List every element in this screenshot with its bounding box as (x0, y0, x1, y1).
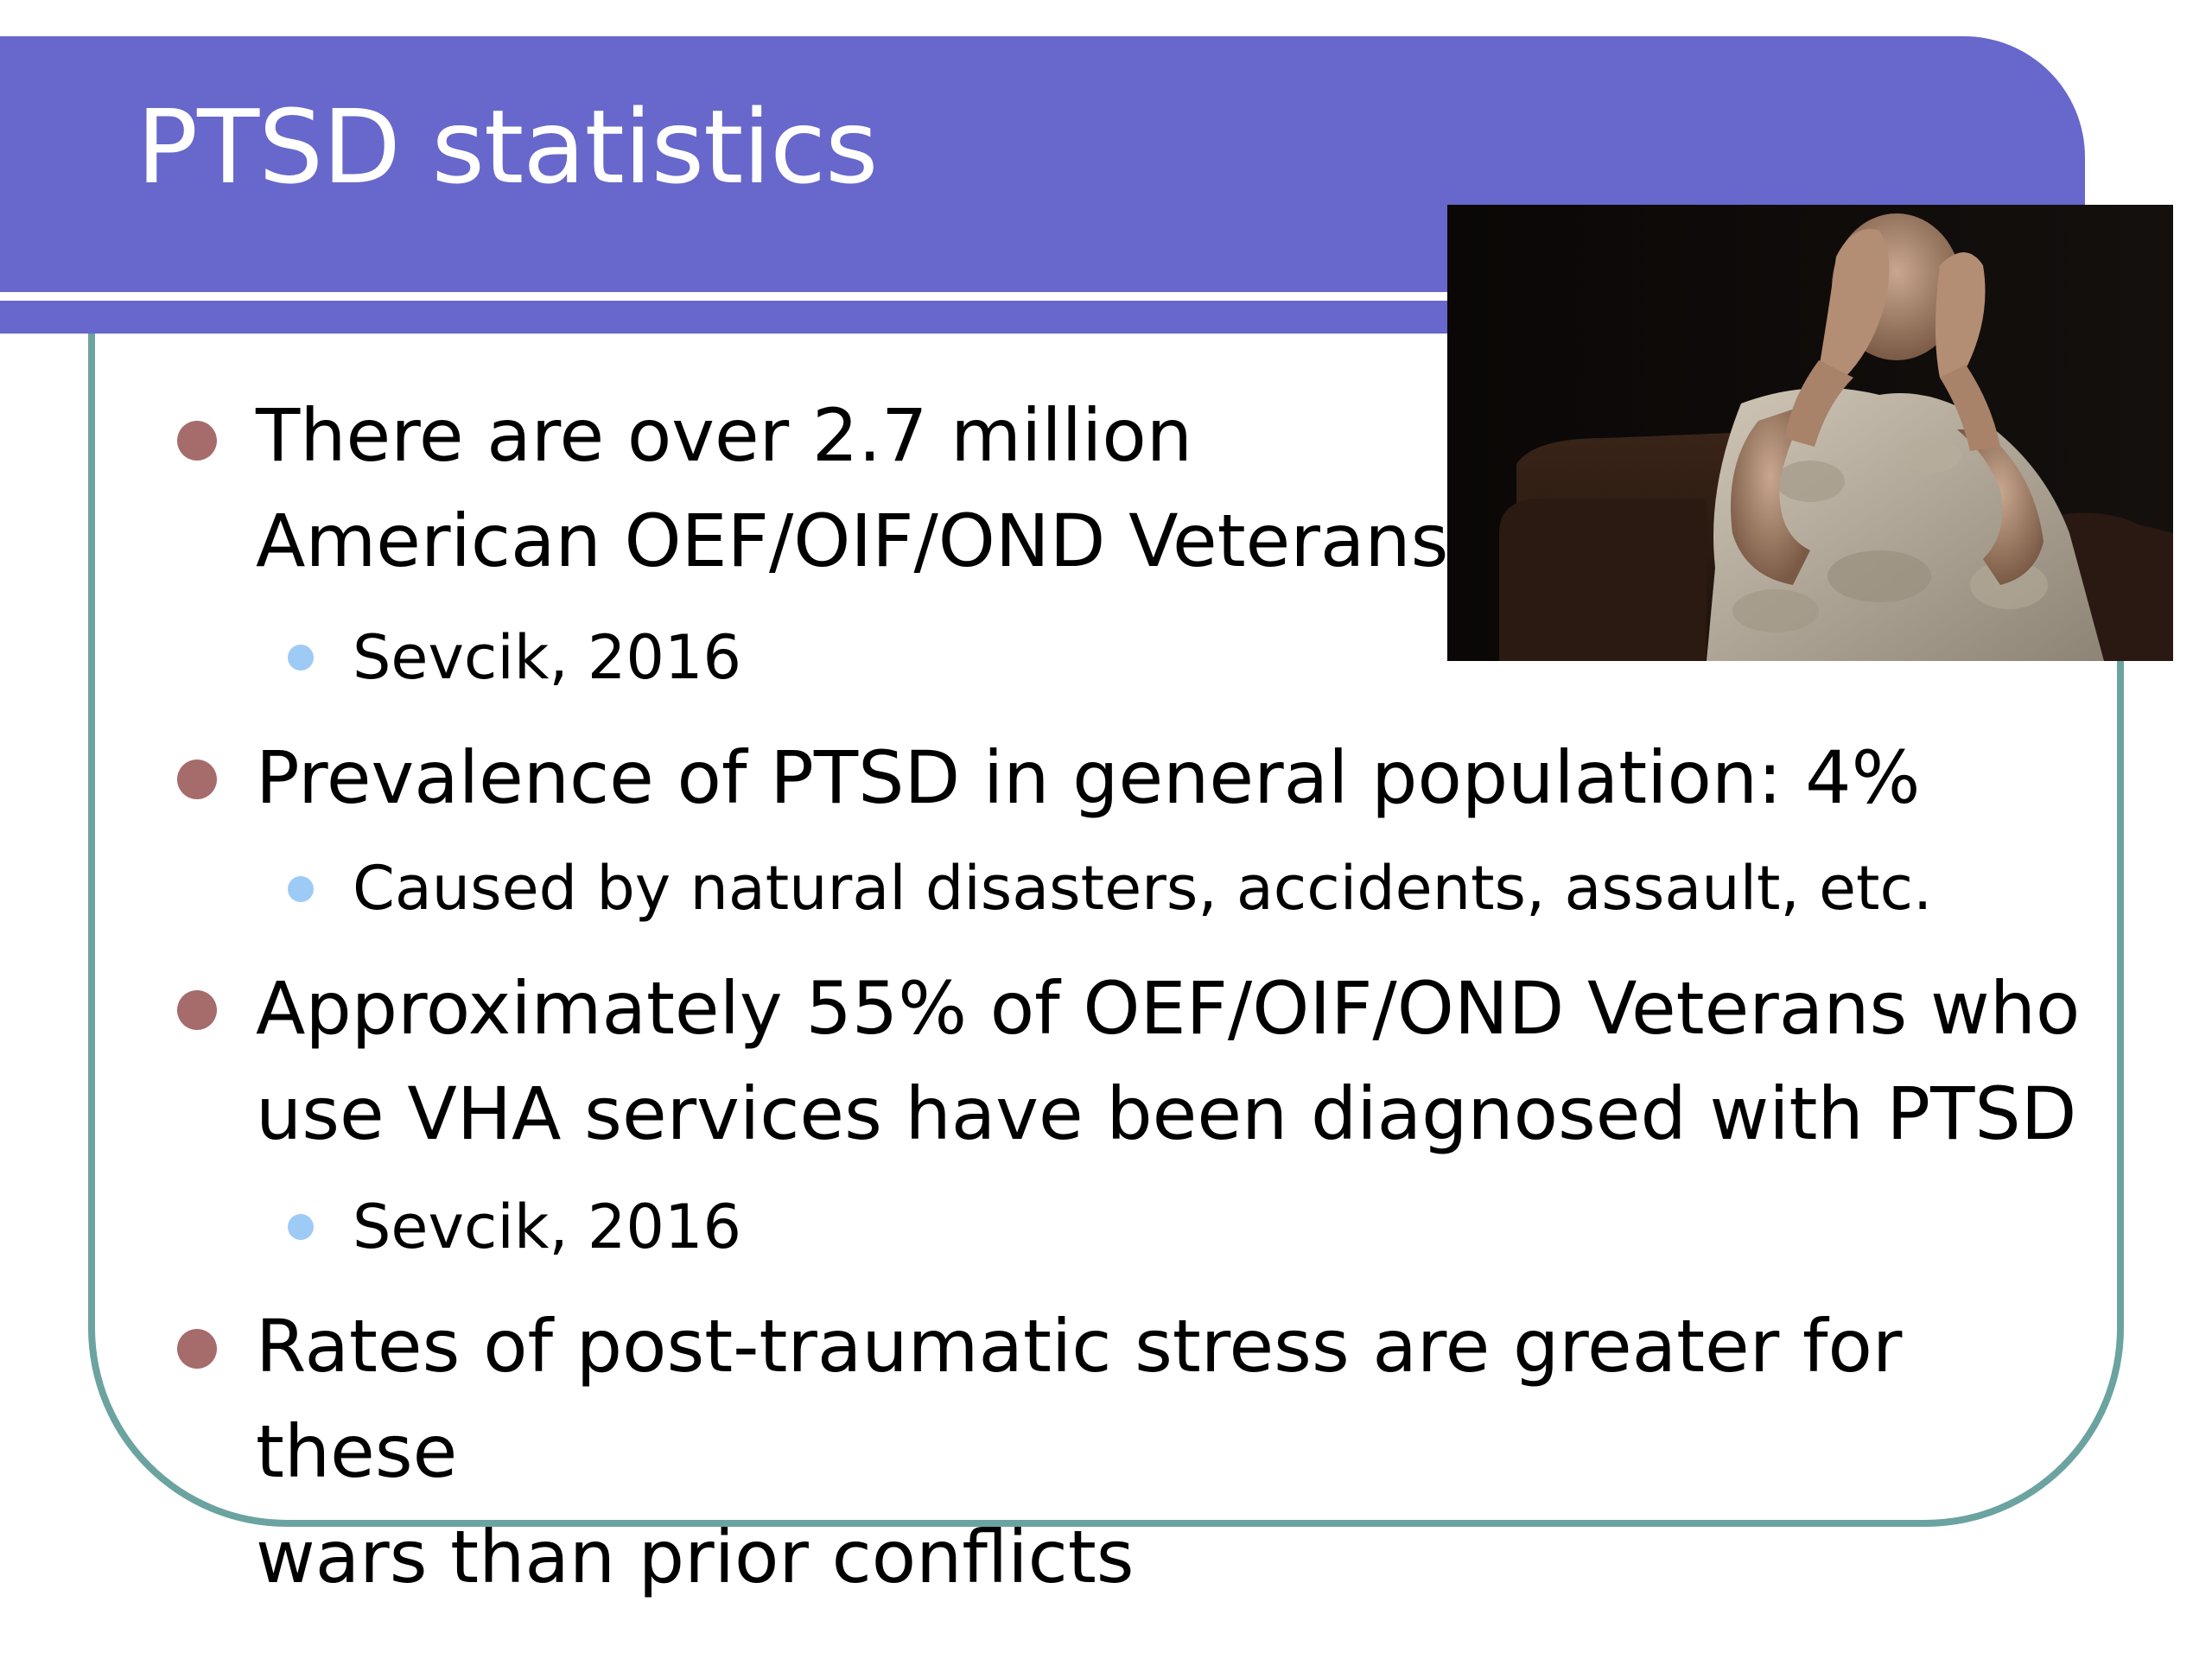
bullet-marker (177, 760, 217, 799)
sub-bullet-item: Caused by natural disasters, accidents, … (353, 853, 1933, 924)
sub-bullet-item: Sevcik, 2016 (353, 1192, 742, 1262)
bullet-marker (177, 421, 217, 461)
bullet-item: Rates of post-traumatic stress are great… (256, 1294, 2088, 1610)
sub-bullet-marker (288, 645, 314, 671)
title-divider (0, 292, 1460, 301)
bullet-line: use VHA services have been diagnosed wit… (256, 1071, 2077, 1156)
title-banner-bottom (0, 301, 1460, 334)
distressed-soldier-photo-icon (1447, 205, 2173, 661)
bullet-line: American OEF/OIF/OND Veterans (256, 499, 1449, 583)
slide-frame (88, 259, 2124, 1527)
bullet-marker (177, 1329, 217, 1369)
bullet-line: Approximately 55% of OEF/OIF/OND Veteran… (256, 966, 2081, 1051)
bullet-item: Approximately 55% of OEF/OIF/OND Veteran… (256, 956, 2088, 1166)
bullet-item: Prevalence of PTSD in general population… (256, 735, 1921, 820)
bullet-item: There are over 2.7 million American OEF/O… (256, 383, 2088, 594)
bullet-line: wars than prior conflicts (256, 1515, 1135, 1599)
bullet-marker (177, 990, 217, 1030)
bullet-line: There are over 2.7 million (256, 393, 1192, 478)
sub-bullet-item: Sevcik, 2016 (353, 622, 742, 693)
bullet-line: Rates of post-traumatic stress are great… (256, 1304, 1903, 1494)
sub-bullet-marker (288, 1214, 314, 1240)
slide-title: PTSD statistics (137, 87, 878, 207)
sub-bullet-marker (288, 876, 314, 902)
